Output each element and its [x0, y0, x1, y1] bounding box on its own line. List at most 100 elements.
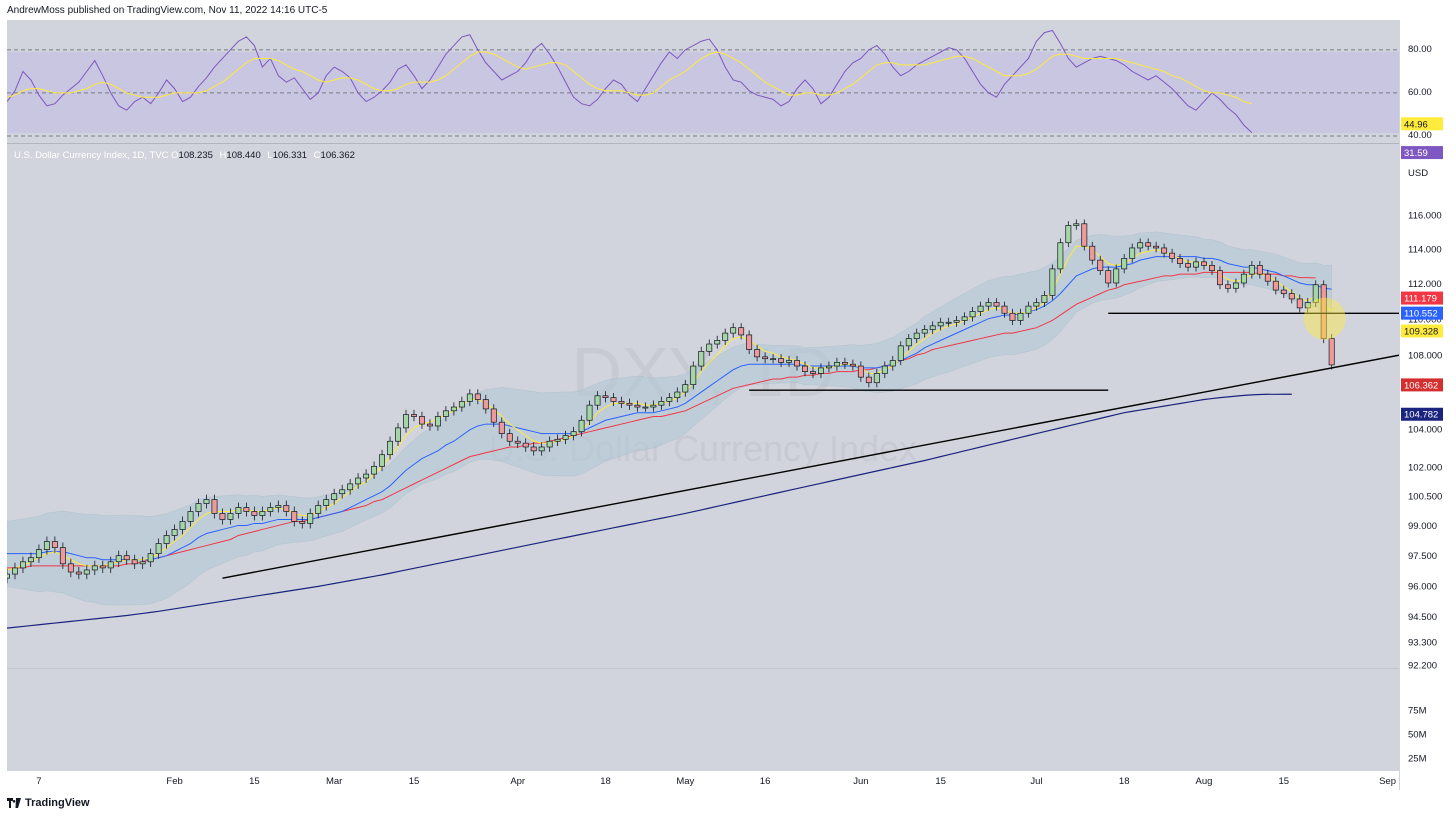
candle-body — [147, 553, 154, 563]
symbol-legend[interactable]: U.S. Dollar Currency Index, 1D, TVC O108… — [14, 150, 359, 161]
candle-body — [179, 521, 186, 530]
high-value: 108.440 — [226, 150, 261, 161]
price-axis-svg: 80.00 60.00 40.00 USD 116.000 114.000 112.000 1… — [1401, 44, 1443, 765]
candle-body — [307, 513, 314, 524]
candle-body — [1288, 293, 1295, 300]
open-value: 108.235 — [178, 150, 213, 161]
candle-body — [1240, 273, 1247, 284]
candle-body — [889, 360, 896, 367]
candle-body — [490, 408, 497, 423]
candle-body — [1145, 242, 1152, 247]
candle-body — [897, 345, 904, 361]
candle-body — [1129, 247, 1136, 259]
rsi-axis-tick: 60.00 — [1408, 87, 1432, 98]
symbol-name[interactable]: U.S. Dollar Currency Index, 1D, TVC — [14, 150, 169, 161]
candle-body — [1113, 268, 1120, 284]
time-axis-svg: 7Feb15Mar15Apr18May16Jun15Jul18Aug15Sep1… — [36, 776, 1396, 787]
price-chart-svg[interactable] — [7, 20, 1399, 790]
candle-body — [83, 569, 90, 575]
candle-body — [873, 373, 880, 384]
candle-body — [395, 427, 401, 442]
candle-body — [546, 440, 553, 448]
price-axis[interactable]: 80.00 60.00 40.00 USD 116.000 114.000 112.000 1… — [1399, 20, 1456, 790]
ema-fast-value-label-bg — [1401, 324, 1443, 338]
candle-body — [339, 489, 346, 495]
candle-body — [12, 567, 18, 575]
candle-body — [171, 529, 178, 536]
candle-body — [937, 321, 944, 327]
candle-body — [610, 397, 617, 402]
candle-body — [618, 401, 625, 404]
candle-body — [387, 440, 393, 456]
candle-body — [123, 555, 130, 561]
candle-body — [690, 365, 697, 385]
candle-body — [1001, 305, 1008, 314]
candle-body — [746, 334, 753, 350]
candle-body — [1328, 338, 1335, 366]
candle-body — [881, 365, 888, 374]
candle-body — [522, 442, 529, 448]
candle-body — [1264, 273, 1271, 282]
candle-body — [730, 327, 737, 334]
candle-body — [59, 547, 66, 565]
candle-body — [466, 393, 473, 402]
time-axis-tick: Feb — [166, 776, 182, 787]
ma-red-line — [7, 271, 1316, 569]
price-axis-tick: 114.000 — [1408, 244, 1442, 255]
tradingview-logo[interactable]: TradingView — [7, 797, 90, 809]
pane-separator[interactable] — [7, 143, 1399, 144]
candle-body — [993, 302, 1000, 307]
candle-body — [810, 371, 816, 374]
candle-body — [482, 399, 489, 410]
candle-body — [602, 395, 609, 399]
time-axis[interactable]: 7Feb15Mar15Apr18May16Jun15Jul18Aug15Sep1… — [7, 770, 1399, 791]
candle-body — [107, 561, 114, 569]
price-axis-tick: 92.200 — [1408, 661, 1437, 672]
candle-body — [203, 499, 210, 504]
candle-body — [977, 305, 984, 312]
candle-body — [770, 358, 777, 361]
candle-body — [1209, 265, 1215, 271]
time-axis-tick: 15 — [935, 776, 946, 787]
candle-body — [1097, 259, 1104, 271]
ma-red-value-label: 111.179 — [1404, 294, 1437, 305]
candle-body — [43, 541, 50, 550]
candle-body — [722, 332, 729, 341]
price-axis-tick: 100.500 — [1408, 492, 1442, 503]
candle-body — [833, 362, 840, 367]
candle-body — [20, 561, 26, 569]
time-axis-tick: 15 — [409, 776, 420, 787]
candle-body — [953, 320, 960, 323]
candle-body — [1081, 223, 1088, 247]
candle-body — [849, 363, 856, 367]
candle-body — [554, 438, 561, 442]
candle-body — [658, 401, 665, 406]
rsi-value-label-bg — [1401, 146, 1443, 160]
candle-body — [1137, 242, 1144, 249]
candle-body — [1217, 270, 1223, 286]
time-axis-tick: Aug — [1196, 776, 1213, 787]
candle-body — [586, 404, 593, 421]
candle-body — [235, 507, 242, 514]
candle-body — [379, 454, 386, 467]
price-axis-tick: 102.000 — [1408, 463, 1442, 474]
ma-red-value-label-bg — [1401, 291, 1443, 305]
ma-long-value-label: 104.782 — [1404, 410, 1438, 421]
rsi-value-label: 31.59 — [1404, 148, 1428, 159]
candle-body — [1105, 270, 1112, 284]
rsi-value-label-bg — [1401, 117, 1443, 131]
volume-axis-tick: 25M — [1408, 754, 1427, 765]
candle-body — [682, 384, 689, 393]
candle-body — [1312, 284, 1319, 303]
candle-body — [642, 406, 649, 409]
candle-body — [442, 410, 449, 417]
candle-body — [698, 350, 705, 367]
volume-pane-separator[interactable] — [7, 668, 1399, 669]
candle-body — [403, 414, 409, 429]
candle-body — [929, 325, 936, 330]
candle-body — [1065, 225, 1072, 244]
candle-body — [666, 397, 673, 402]
ema-fast-value-label: 109.328 — [1404, 326, 1438, 337]
candle-body — [921, 329, 928, 334]
candle-body — [498, 421, 505, 434]
